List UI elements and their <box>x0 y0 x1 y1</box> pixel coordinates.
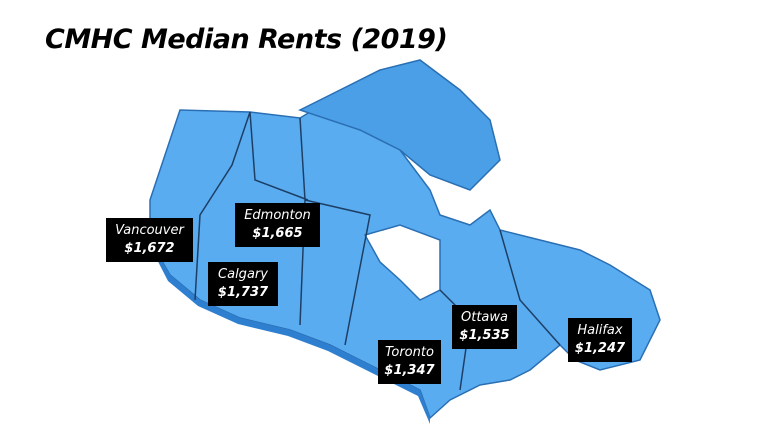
city-label: Ottawa $1,535 <box>452 305 517 349</box>
city-rent: $1,247 <box>574 341 626 356</box>
city-name: Halifax <box>577 323 623 338</box>
city-rent: $1,672 <box>124 241 175 256</box>
city-name: Ottawa <box>461 310 508 325</box>
city-label: Calgary $1,737 <box>208 262 278 306</box>
title: CMHC Median Rents (2019) <box>45 24 448 55</box>
city-name: Edmonton <box>244 208 311 223</box>
hudson-bay <box>363 224 441 301</box>
city-label: Halifax $1,247 <box>568 318 632 362</box>
city-rent: $1,665 <box>252 226 303 241</box>
arctic-islands <box>298 59 501 191</box>
map-edge <box>150 240 430 424</box>
city-rent: $1,737 <box>217 285 269 300</box>
city-label: Toronto $1,347 <box>378 340 441 384</box>
city-name: Vancouver <box>115 223 184 238</box>
city-rent: $1,535 <box>459 328 510 343</box>
city-label: Edmonton $1,665 <box>235 203 320 247</box>
city-name: Toronto <box>385 345 434 360</box>
city-rent: $1,347 <box>384 363 435 378</box>
city-label: Vancouver $1,672 <box>106 218 193 262</box>
province-borders <box>194 111 561 391</box>
city-name: Calgary <box>218 267 268 282</box>
